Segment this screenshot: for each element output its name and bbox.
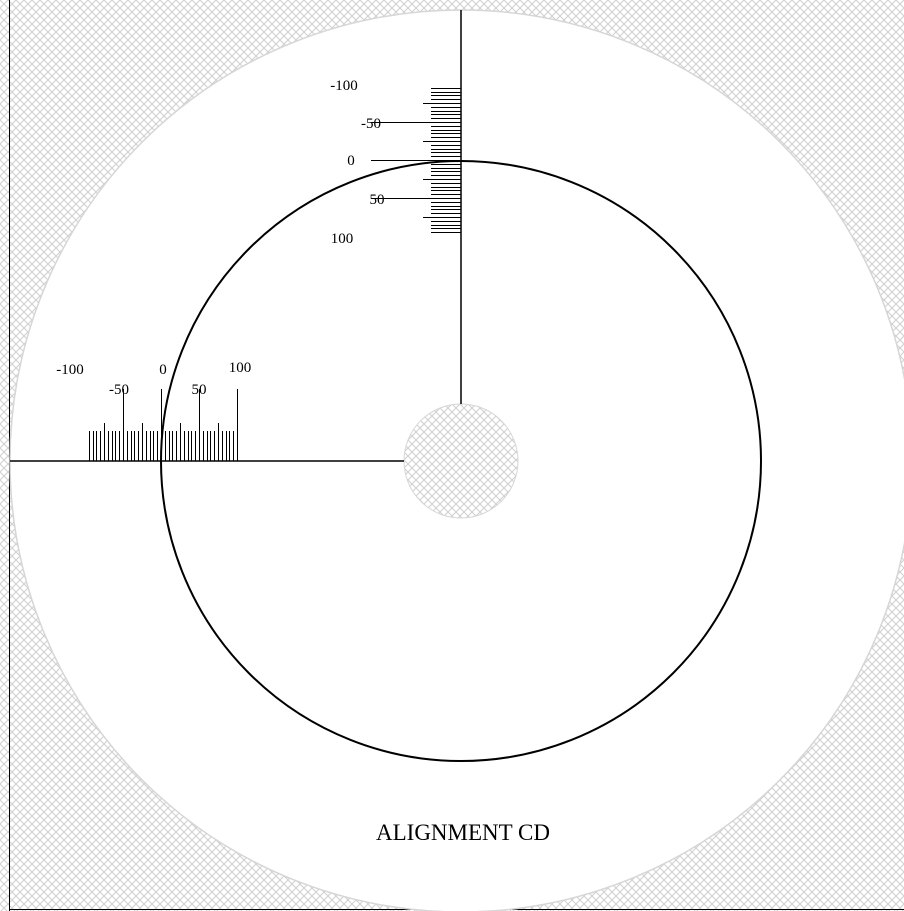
- horizontal-scale-label-0: 0: [159, 362, 167, 378]
- horizontal-scale-label-100: 100: [229, 360, 252, 376]
- disc-title: ALIGNMENT CD: [376, 820, 550, 845]
- vertical-scale-label-0: 0: [347, 153, 355, 169]
- vertical-scale-ticks: [371, 88, 461, 233]
- horizontal-scale-ticks: [89, 389, 238, 461]
- vertical-scale-label-50: 50: [370, 192, 385, 208]
- vertical-scale-label-minus-50: -50: [361, 116, 381, 132]
- vertical-scale-label-100: 100: [331, 231, 354, 247]
- horizontal-scale-label-minus-50: -50: [109, 382, 129, 398]
- horizontal-scale-label-50: 50: [192, 382, 207, 398]
- vertical-scale: -100 -50 0 50 100: [330, 10, 462, 404]
- horizontal-scale-label-minus-100: -100: [56, 362, 84, 378]
- vertical-scale-label-minus-100: -100: [330, 78, 358, 94]
- center-hole: [403, 403, 519, 519]
- horizontal-scale: -100 -50 0 50 100: [10, 360, 404, 462]
